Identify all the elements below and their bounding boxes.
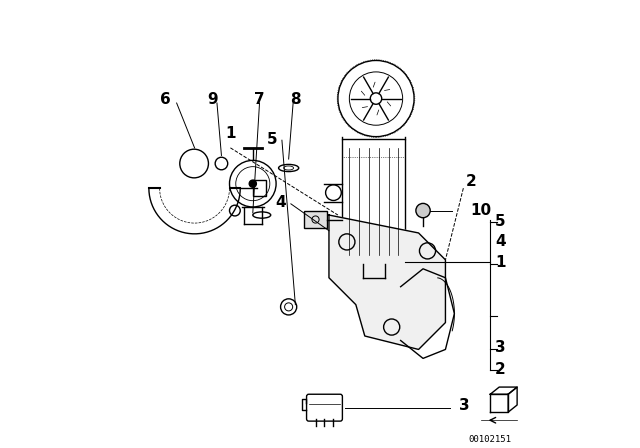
Polygon shape xyxy=(329,215,445,349)
Text: 5: 5 xyxy=(495,214,506,229)
Text: 1: 1 xyxy=(225,126,236,141)
Text: 7: 7 xyxy=(254,92,265,107)
Text: 2: 2 xyxy=(466,174,476,189)
Circle shape xyxy=(416,203,430,218)
Text: 5: 5 xyxy=(267,132,278,147)
Text: 6: 6 xyxy=(160,92,171,107)
FancyBboxPatch shape xyxy=(305,211,327,228)
Text: 2: 2 xyxy=(495,362,506,377)
Text: 4: 4 xyxy=(276,195,287,210)
Text: 1: 1 xyxy=(495,254,506,270)
Text: 3: 3 xyxy=(495,340,506,355)
Text: 10: 10 xyxy=(470,203,492,218)
Text: 4: 4 xyxy=(495,234,506,250)
Text: 3: 3 xyxy=(459,398,470,413)
Circle shape xyxy=(249,180,257,187)
Text: 00102151: 00102151 xyxy=(468,435,512,444)
Text: 8: 8 xyxy=(290,92,301,107)
Text: 9: 9 xyxy=(207,92,218,107)
